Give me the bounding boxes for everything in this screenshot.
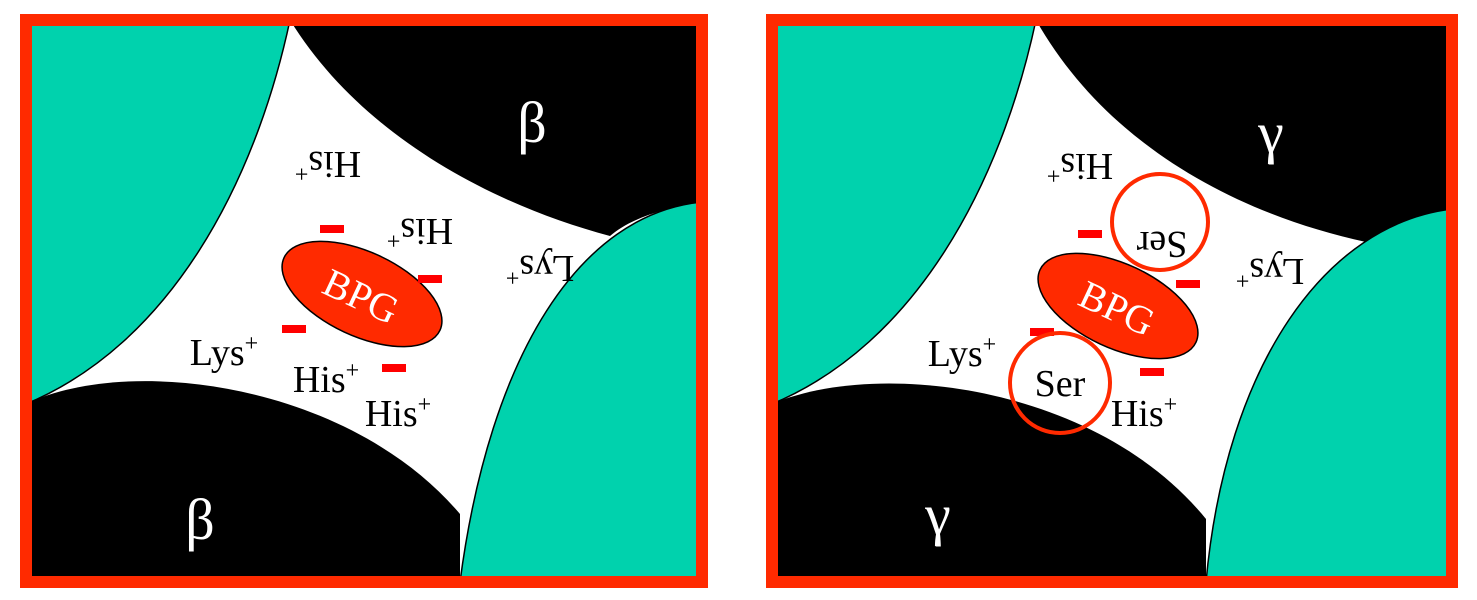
residue-label: His+ — [295, 143, 361, 186]
negative-charge-mark — [382, 364, 406, 372]
residue-label: His+ — [1047, 145, 1113, 188]
panel-frame — [766, 14, 1458, 588]
lower-residues: Lys+ His+ His+ — [190, 331, 431, 435]
residue-label: His+ — [293, 358, 359, 401]
bpg-ligand: BPG — [281, 240, 443, 348]
subunit-label-top: β — [517, 90, 547, 155]
panel-frame — [20, 14, 708, 588]
subunit-teal-top-left — [25, 19, 291, 406]
highlight-circle-lower — [1008, 331, 1112, 435]
negative-charge-marks — [282, 225, 442, 372]
bpg-ligand: BPG — [1037, 252, 1199, 360]
negative-charge-mark — [1030, 328, 1054, 336]
negative-charge-mark — [1078, 230, 1102, 238]
subunit-label-bottom: β — [185, 487, 215, 552]
subunit-teal-bottom-right — [1205, 208, 1453, 583]
lower-residues: Lys+ Ser His+ — [928, 332, 1177, 435]
upper-residues: His+ His+ Lys+ — [295, 143, 574, 290]
residue-label: His+ — [365, 392, 431, 435]
negative-charge-mark — [1176, 280, 1200, 288]
subunit-teal-top-left — [771, 19, 1037, 406]
subunit-label-bottom: γ — [924, 482, 951, 547]
residue-label: His+ — [1111, 392, 1177, 435]
residue-label: Lys+ — [506, 247, 574, 290]
negative-charge-mark — [418, 275, 442, 283]
negative-charge-mark — [1140, 368, 1164, 376]
subunit-dark-bottom — [772, 383, 1206, 582]
panel-beta: β β BPG His+ His+ Lys+ Lys+ His+ His+ — [20, 14, 708, 588]
residue-label: Ser — [1136, 223, 1187, 265]
residue-label: Lys+ — [190, 331, 258, 374]
negative-charge-mark — [282, 325, 306, 333]
residue-label: Lys+ — [1236, 250, 1304, 293]
negative-charge-marks — [1030, 230, 1200, 376]
subunit-label-top: γ — [1257, 100, 1284, 165]
upper-residues: His+ Ser Lys+ — [1047, 145, 1304, 293]
negative-charge-mark — [320, 225, 344, 233]
subunit-teal-bottom-right — [459, 201, 703, 583]
residue-label: Ser — [1035, 363, 1086, 405]
panel-gamma: γ γ BPG His+ Ser Lys+ Lys+ Ser His+ — [766, 14, 1458, 588]
highlight-circle-upper — [1110, 172, 1210, 272]
residue-label: His+ — [387, 210, 453, 253]
subunit-dark-top — [290, 20, 702, 236]
subunit-dark-top — [1036, 20, 1452, 242]
subunit-dark-bottom — [26, 381, 460, 582]
residue-label: Lys+ — [928, 332, 996, 375]
